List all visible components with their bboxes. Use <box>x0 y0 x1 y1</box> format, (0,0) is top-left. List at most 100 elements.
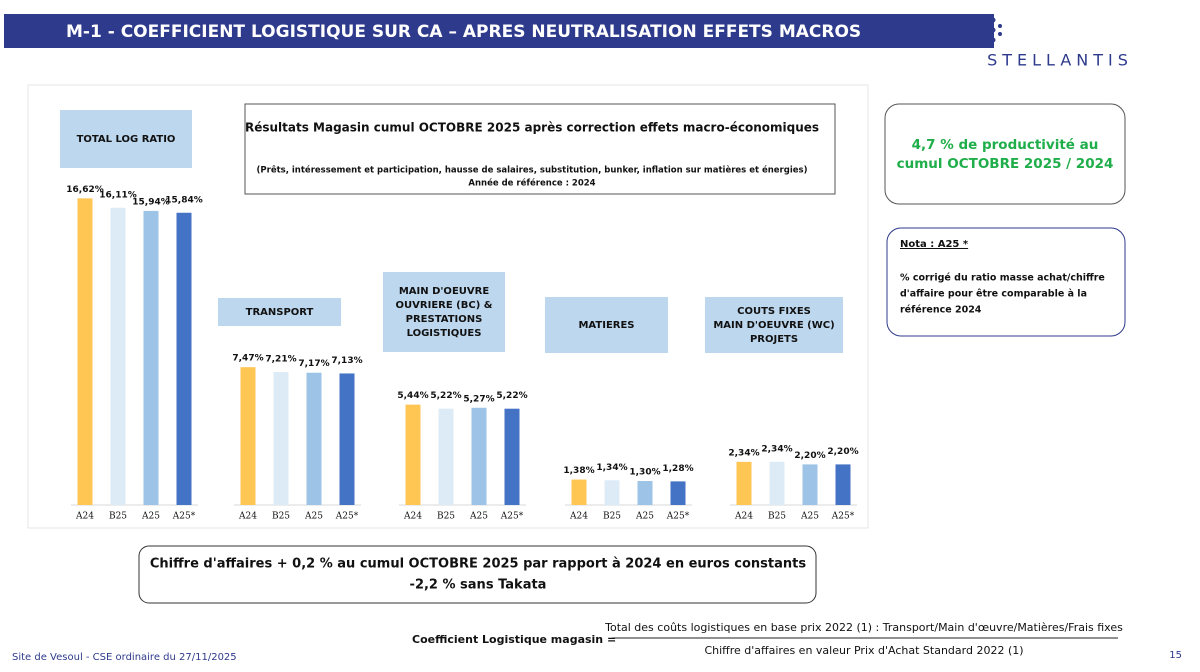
page-number: 15 <box>1169 650 1182 661</box>
value-label: 1,38% <box>563 466 594 476</box>
bar <box>339 373 355 505</box>
value-label: 2,20% <box>794 451 825 461</box>
value-label: 2,20% <box>827 447 858 457</box>
results-box <box>244 103 836 195</box>
nota-text: référence 2024 <box>900 305 982 316</box>
x-tick-label: B25 <box>603 512 621 522</box>
x-tick-label: B25 <box>272 512 290 522</box>
group-label: OUVRIERE (BC) & <box>396 300 493 311</box>
value-label: 7,17% <box>298 359 329 369</box>
bar <box>143 210 159 506</box>
x-tick-label: A25 <box>469 512 488 522</box>
bar <box>77 198 93 505</box>
x-tick-label: A25* <box>831 512 855 522</box>
group-label: TOTAL LOG RATIO <box>77 134 176 145</box>
nota-text: d'affaire pour être comparable à la <box>900 289 1087 300</box>
bar <box>802 464 818 505</box>
bar <box>769 461 785 505</box>
summary-text: Chiffre d'affaires + 0,2 % au cumul OCTO… <box>150 557 806 572</box>
value-label: 5,22% <box>430 391 461 401</box>
x-tick-label: A25* <box>335 512 359 522</box>
summary-text: -2,2 % sans Takata <box>410 578 547 593</box>
x-tick-label: A24 <box>75 512 94 522</box>
bar <box>110 207 126 505</box>
group-label: MAIN D'OEUVRE (WC) <box>713 320 834 331</box>
bar <box>604 480 620 505</box>
x-tick-label: A25* <box>500 512 524 522</box>
x-tick-label: A24 <box>734 512 753 522</box>
bar <box>670 481 686 505</box>
summary-box <box>138 545 817 604</box>
chart-subtitle: (Prêts, intéressement et participation, … <box>257 165 808 176</box>
bar <box>637 481 653 505</box>
bar <box>273 371 289 505</box>
group-label: MATIERES <box>578 320 634 331</box>
bar <box>438 408 454 505</box>
x-tick-label: A25* <box>172 512 196 522</box>
nota-text: % corrigé du ratio masse achat/chiffre <box>900 273 1105 284</box>
x-tick-label: B25 <box>437 512 455 522</box>
bar <box>240 367 256 505</box>
value-label: 5,27% <box>463 394 494 404</box>
logo: STELLANTIS <box>987 51 1133 70</box>
x-tick-label: A25 <box>635 512 654 522</box>
nota-title: Nota : A25 * <box>900 239 969 250</box>
group-label-box <box>218 298 341 326</box>
chart-title: Résultats Magasin cumul OCTOBRE 2025 apr… <box>245 121 819 135</box>
bar <box>176 212 192 505</box>
nota-box <box>886 227 1126 337</box>
bar <box>471 407 487 505</box>
value-label: 2,34% <box>728 448 759 458</box>
x-tick-label: B25 <box>109 512 127 522</box>
x-tick-label: B25 <box>768 512 786 522</box>
group-label: MAIN D'OEUVRE <box>399 286 490 297</box>
group-label-box <box>60 110 192 168</box>
group-label: TRANSPORT <box>246 307 314 318</box>
value-label: 2,34% <box>761 444 792 454</box>
group-label: PRESTATIONS <box>406 314 483 325</box>
value-label: 5,44% <box>397 391 428 401</box>
value-label: 1,30% <box>629 468 660 478</box>
value-label: 5,22% <box>496 391 527 401</box>
value-label: 16,62% <box>66 185 104 195</box>
productivity-text: cumul OCTOBRE 2025 / 2024 <box>897 156 1114 172</box>
bar <box>504 408 520 505</box>
group-label: LOGISTIQUES <box>407 328 482 339</box>
header-title: M-1 - COEFFICIENT LOGISTIQUE SUR CA – AP… <box>66 22 861 42</box>
x-tick-label: A24 <box>569 512 588 522</box>
value-label: 7,47% <box>232 354 263 364</box>
value-label: 7,13% <box>331 356 362 366</box>
group-label-box <box>383 272 505 352</box>
bar <box>306 372 322 505</box>
x-tick-label: A24 <box>238 512 257 522</box>
value-label: 7,21% <box>265 354 296 364</box>
x-tick-label: A24 <box>403 512 422 522</box>
group-label-box <box>545 297 668 353</box>
productivity-text: 4,7 % de productivité au <box>912 137 1099 153</box>
value-label: 1,34% <box>596 463 627 473</box>
productivity-box <box>884 103 1126 205</box>
x-tick-label: A25* <box>666 512 690 522</box>
group-label: COUTS FIXES <box>737 306 811 317</box>
bar <box>835 464 851 505</box>
value-label: 15,94% <box>132 197 170 207</box>
logo-dots <box>990 17 1002 43</box>
bar <box>405 404 421 505</box>
x-tick-label: A25 <box>141 512 160 522</box>
value-label: 1,28% <box>662 464 693 474</box>
value-label: 16,11% <box>99 190 137 200</box>
chart-subtitle: Année de référence : 2024 <box>468 178 595 189</box>
footer-site: Site de Vesoul - CSE ordinaire du 27/11/… <box>12 652 237 663</box>
bar <box>571 479 587 505</box>
x-tick-label: A25 <box>304 512 323 522</box>
group-label: PROJETS <box>750 334 798 345</box>
formula-numerator: Total des coûts logistiques en base prix… <box>604 621 1123 634</box>
formula-denominator: Chiffre d'affaires en valeur Prix d'Acha… <box>704 644 1023 657</box>
bar <box>736 461 752 505</box>
formula-label: Coefficient Logistique magasin = <box>412 633 616 646</box>
x-tick-label: A25 <box>800 512 819 522</box>
header-bar <box>4 14 994 48</box>
group-label-box <box>705 297 843 353</box>
value-label: 15,84% <box>165 195 203 205</box>
